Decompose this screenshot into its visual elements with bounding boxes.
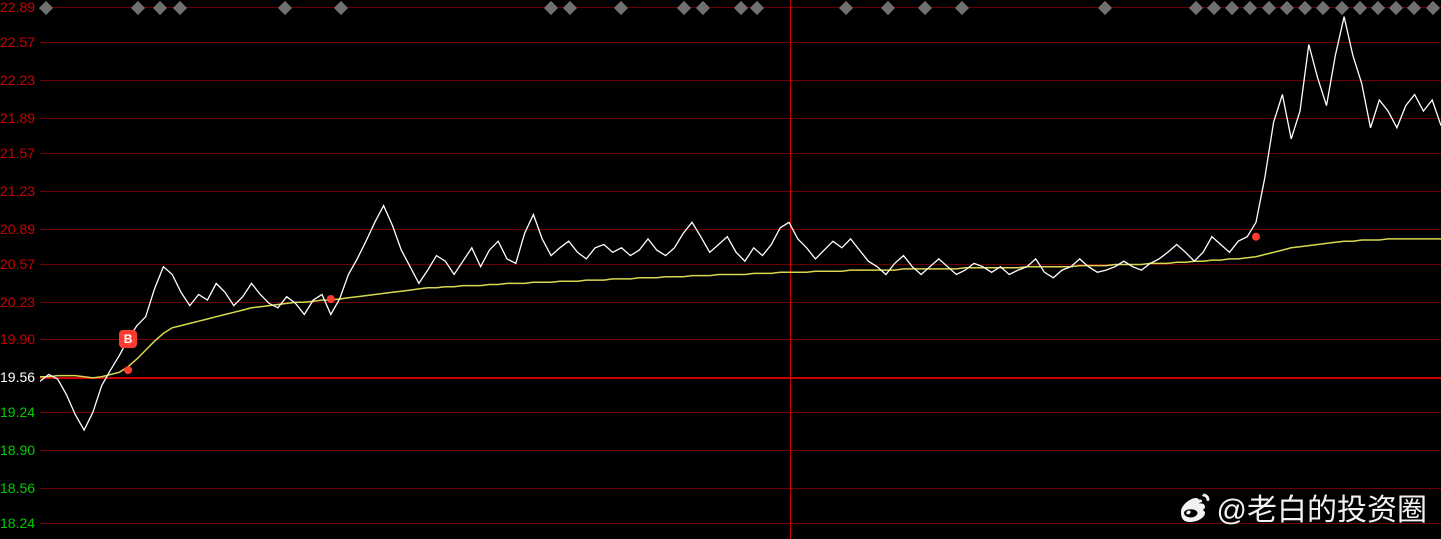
weibo-icon bbox=[1175, 489, 1211, 525]
ma-line bbox=[40, 239, 1441, 378]
y-axis-label: 20.57 bbox=[0, 257, 35, 271]
y-axis-label: 22.89 bbox=[0, 0, 35, 14]
plot-area bbox=[40, 0, 1441, 539]
y-axis-label: 21.57 bbox=[0, 146, 35, 160]
y-axis-label: 22.57 bbox=[0, 35, 35, 49]
watermark-text: @老白的投资圈 bbox=[1217, 485, 1427, 529]
watermark: @老白的投资圈 bbox=[1175, 485, 1427, 529]
y-axis-label: 21.89 bbox=[0, 111, 35, 125]
y-axis-label: 22.23 bbox=[0, 73, 35, 87]
y-axis-label: 19.24 bbox=[0, 405, 35, 419]
signal-dot bbox=[327, 295, 335, 303]
y-axis-label: 18.90 bbox=[0, 443, 35, 457]
y-axis-label: 19.56 bbox=[0, 370, 35, 384]
buy-marker-badge: B bbox=[119, 330, 137, 348]
y-axis-label: 20.89 bbox=[0, 222, 35, 236]
y-axis-label: 18.56 bbox=[0, 481, 35, 495]
y-axis-label: 19.90 bbox=[0, 332, 35, 346]
y-axis-label: 20.23 bbox=[0, 295, 35, 309]
y-axis-label: 21.23 bbox=[0, 184, 35, 198]
signal-dot bbox=[1252, 233, 1260, 241]
price-line bbox=[40, 17, 1441, 430]
signal-dot bbox=[124, 366, 132, 374]
y-axis-label: 18.24 bbox=[0, 516, 35, 530]
stock-chart: 22.89 22.57 22.23 21.89 21.57 21.23 20.89 20.57… bbox=[0, 0, 1441, 539]
